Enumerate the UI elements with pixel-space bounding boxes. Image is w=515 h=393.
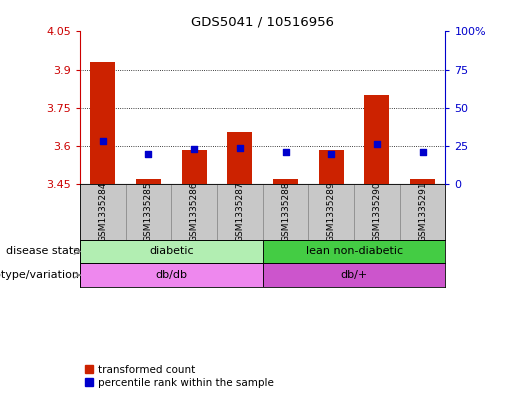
Text: GSM1335287: GSM1335287	[235, 182, 244, 242]
Text: diabetic: diabetic	[149, 246, 194, 257]
Bar	[263, 263, 445, 287]
Bar	[90, 62, 115, 184]
Text: GSM1335289: GSM1335289	[327, 182, 336, 242]
Text: GSM1335288: GSM1335288	[281, 182, 290, 242]
Bar	[319, 150, 344, 184]
Bar	[80, 240, 263, 263]
Point	[373, 141, 381, 148]
Text: GSM1335286: GSM1335286	[190, 182, 199, 242]
Point	[236, 144, 244, 151]
Bar	[354, 184, 400, 240]
Point	[98, 138, 107, 145]
Bar	[171, 184, 217, 240]
Point	[419, 149, 427, 155]
Bar	[273, 179, 298, 184]
Bar	[263, 184, 308, 240]
Text: GSM1335284: GSM1335284	[98, 182, 107, 242]
Title: GDS5041 / 10516956: GDS5041 / 10516956	[191, 16, 334, 29]
Text: GSM1335291: GSM1335291	[418, 182, 427, 242]
Text: GSM1335290: GSM1335290	[372, 182, 382, 242]
Point	[281, 149, 289, 155]
Legend: transformed count, percentile rank within the sample: transformed count, percentile rank withi…	[85, 365, 273, 388]
Text: lean non-diabetic: lean non-diabetic	[305, 246, 403, 257]
Bar	[126, 184, 171, 240]
Bar	[410, 179, 435, 184]
Bar	[400, 184, 445, 240]
Bar	[263, 240, 445, 263]
Text: GSM1335285: GSM1335285	[144, 182, 153, 242]
Bar	[217, 184, 263, 240]
Text: genotype/variation: genotype/variation	[0, 270, 80, 280]
Text: disease state: disease state	[6, 246, 80, 257]
Bar	[308, 184, 354, 240]
Bar	[227, 132, 252, 184]
Bar	[80, 184, 126, 240]
Text: db/+: db/+	[340, 270, 368, 280]
Bar	[364, 95, 389, 184]
Bar	[136, 179, 161, 184]
Point	[190, 146, 198, 152]
Bar	[80, 263, 263, 287]
Point	[327, 151, 335, 157]
Text: db/db: db/db	[155, 270, 187, 280]
Point	[144, 151, 152, 157]
Bar	[181, 150, 207, 184]
